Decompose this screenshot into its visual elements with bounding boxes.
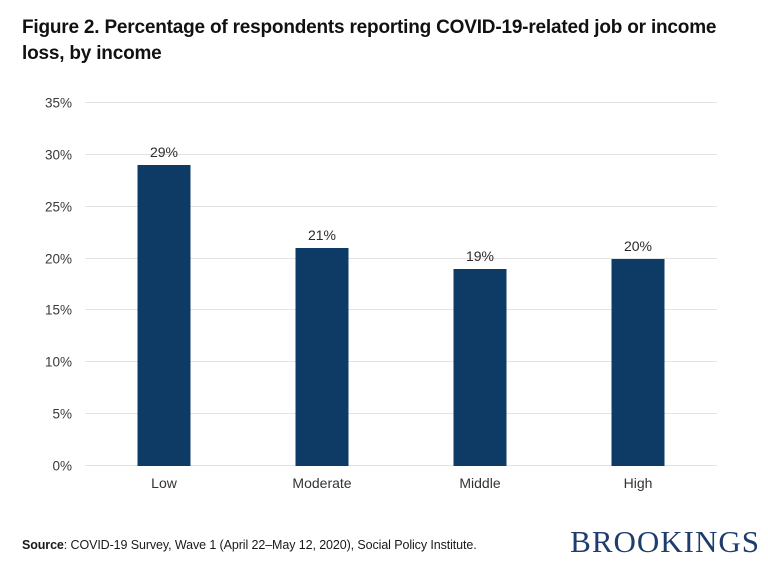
y-axis-tick-label: 5% — [52, 406, 72, 422]
gridline: 10% — [45, 355, 717, 370]
y-axis-tick-label: 35% — [44, 95, 72, 111]
bar-high — [611, 258, 665, 466]
gridline: 35% — [45, 96, 717, 111]
bar-moderate — [295, 248, 349, 466]
bar-middle — [453, 268, 507, 466]
x-axis-category-label: High — [623, 475, 653, 491]
bar-value-label: 20% — [623, 237, 653, 254]
source-text: : COVID-19 Survey, Wave 1 (April 22–May … — [63, 538, 477, 552]
x-axis-category-label: Low — [151, 475, 177, 491]
gridline: 5% — [52, 407, 717, 422]
source-note: Source: COVID-19 Survey, Wave 1 (April 2… — [22, 538, 477, 552]
bar-low — [137, 165, 191, 466]
y-axis-tick-label: 15% — [44, 302, 72, 318]
bar-value-label: 21% — [307, 227, 337, 244]
y-axis-tick-label: 20% — [44, 251, 72, 267]
x-axis-category-label: Moderate — [292, 475, 352, 491]
figure-title: Figure 2. Percentage of respondents repo… — [22, 17, 717, 65]
y-axis-tick-label: 25% — [44, 199, 72, 215]
y-axis-tick-label: 10% — [44, 354, 72, 370]
gridline: 20% — [45, 251, 717, 266]
gridline: 15% — [45, 303, 717, 318]
source-label: Source — [22, 538, 64, 552]
gridline: 0% — [52, 459, 717, 474]
bar-value-label: 19% — [465, 247, 495, 264]
x-axis-category-label: Middle — [459, 475, 501, 491]
bar-value-label: 29% — [149, 144, 179, 161]
gridline: 25% — [45, 199, 717, 214]
brookings-logo: BROOKINGS — [570, 524, 760, 559]
y-axis-tick-label: 0% — [52, 458, 72, 474]
gridline: 30% — [45, 147, 717, 162]
plot-area: 0% 5% 10% 15% 20% 25% 30% 35% 29% Low 21% Moderate 1… — [45, 96, 717, 491]
y-axis-tick-label: 30% — [44, 147, 72, 163]
